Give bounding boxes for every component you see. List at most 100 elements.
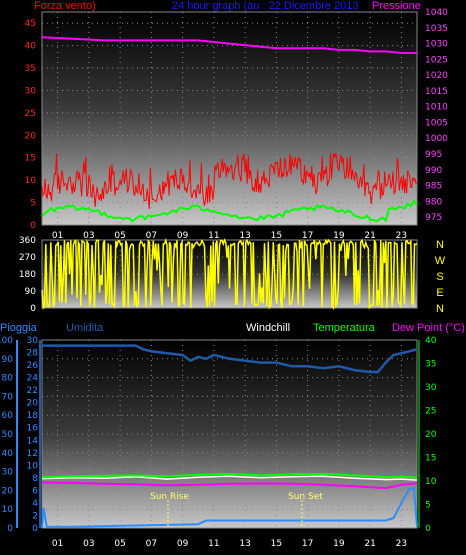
humidity-axis-tick: 30 [27,336,39,346]
top-x-tick: 05 [114,231,125,241]
top-right-tick: 1005 [425,118,448,128]
bottom-panel [41,339,418,529]
sunset-label: Sun Set [288,492,323,502]
temperature-axis-tick: 15 [425,454,436,464]
top-x-tick: 01 [52,231,63,241]
top-x-tick: 09 [177,231,189,241]
temperature-axis-tick: 30 [425,383,437,393]
humidity-axis-tick: 6 [32,486,38,496]
temperature-axis-tick: 0 [425,524,431,534]
temperature-axis-tick: 25 [425,407,436,417]
rain-axis-tick: 30 [2,468,14,478]
top-x-tick: 13 [239,231,250,241]
humidity-axis-tick: 10 [27,461,39,471]
humidity-axis-tick: 2 [32,511,38,521]
rain-axis-tick: 90 [2,355,14,365]
top-x-tick: 19 [333,231,345,241]
temperature-axis-tick: 40 [425,336,437,346]
rain-axis-tick: 70 [2,392,14,402]
top-left-tick: 45 [25,19,36,29]
pressure-line [41,36,417,54]
humidity-label: Umidita [66,322,104,334]
bottom-x-tick: 11 [208,539,219,549]
top-right-tick: 1000 [425,134,448,144]
direction-compass-label: W [435,255,446,267]
bottom-x-tick: 05 [114,539,125,549]
top-right-tick: 990 [425,166,442,176]
rain-axis-tick: 100 [0,336,13,346]
pressure-label: Pressione [372,0,421,12]
humidity-axis-tick: 4 [32,499,38,509]
top-right-tick: 980 [425,197,442,207]
direction-compass-label: E [436,287,443,299]
humidity-axis-tick: 24 [27,374,39,384]
bottom-x-tick: 13 [239,539,250,549]
dir-left-tick: 180 [19,270,36,280]
direction-compass-label: S [436,271,443,283]
top-left-tick: 10 [25,176,37,186]
humidity-axis-tick: 12 [27,449,38,459]
temperature-axis-tick: 5 [425,501,431,511]
top-right-tick: 1015 [425,87,448,97]
top-right-tick: 1030 [425,40,448,50]
dewpoint-label: Dew Point (°C) [392,322,465,334]
direction-compass-label: N [436,239,444,251]
top-x-tick: 17 [302,231,313,241]
dir-left-tick: 90 [25,287,37,297]
top-x-tick: 23 [396,231,407,241]
top-x-tick: 11 [208,231,219,241]
temperature-label: Temperatura [313,322,376,334]
top-right-tick: 1040 [425,8,448,18]
chart-title: 24 hour graph (au : 22 Dicembre 2013 [172,0,359,12]
top-x-tick: 21 [364,231,375,241]
rain-axis-tick: 10 [2,505,14,515]
rain-axis-tick: 40 [2,449,14,459]
dir-left-tick: 360 [19,236,36,246]
humidity-axis-tick: 18 [27,411,39,421]
windchill-line [41,475,418,481]
bottom-x-tick: 01 [52,539,63,549]
wind-speed-line [41,153,418,209]
top-right-tick: 1020 [425,71,448,81]
rain-axis-tick: 50 [2,430,14,440]
sunrise-label: Sun Rise [150,492,189,502]
top-left-tick: 25 [25,109,36,119]
wind-direction-line [41,237,418,310]
bottom-x-tick: 03 [83,539,94,549]
top-right-tick: 995 [425,150,442,160]
bottom-x-tick: 15 [271,539,282,549]
temperature-axis-tick: 10 [425,477,437,487]
top-right-tick: 1010 [425,103,448,113]
bottom-x-tick: 17 [302,539,313,549]
wind-average-line [41,199,418,223]
dir-left-tick: 270 [19,253,36,263]
rain-axis-tick: 80 [2,374,14,384]
dir-left-tick: 0 [30,304,36,314]
top-right-tick: 985 [425,182,442,192]
humidity-axis-tick: 14 [27,436,39,446]
humidity-axis-tick: 26 [27,361,39,371]
top-x-tick: 15 [271,231,282,241]
temperature-line [41,472,418,479]
temperature-axis-tick: 20 [425,430,437,440]
bottom-x-tick: 09 [177,539,189,549]
temperature-axis-tick: 35 [425,360,436,370]
rain-axis-tick: 60 [2,411,14,421]
bottom-x-tick: 23 [396,539,407,549]
dewpoint-line [41,481,418,490]
bottom-x-tick: 07 [146,539,157,549]
rain-line [41,486,418,529]
top-right-tick: 975 [425,213,442,223]
top-left-tick: 15 [25,154,36,164]
direction-compass-label: N [436,303,444,315]
top-left-tick: 20 [25,131,37,141]
top-left-tick: 35 [25,64,36,74]
bottom-x-tick: 19 [333,539,345,549]
rain-label: Pioggia [0,322,38,334]
top-left-tick: 5 [30,199,36,209]
rain-axis-tick: 0 [7,524,13,534]
humidity-axis-tick: 8 [32,474,38,484]
top-left-tick: 30 [25,86,37,96]
top-right-tick: 1025 [425,55,448,65]
